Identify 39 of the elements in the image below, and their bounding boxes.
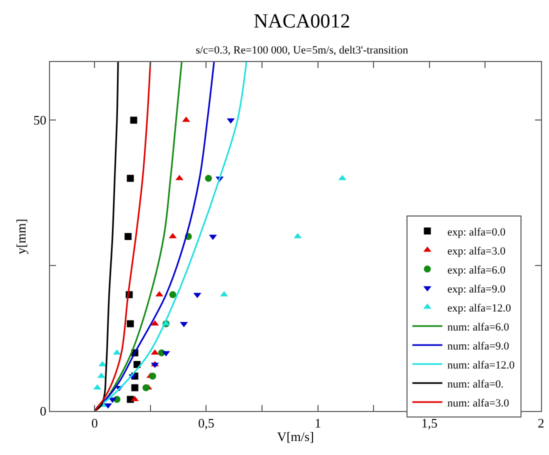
point bbox=[112, 349, 121, 355]
line-series bbox=[94, 62, 215, 411]
point bbox=[193, 292, 202, 298]
x-tick-label: 2 bbox=[538, 416, 544, 431]
legend-label: exp: alfa=9.0 bbox=[447, 283, 506, 296]
x-tick-label: 1 bbox=[314, 416, 322, 431]
chart-subtitle: s/c=0.3, Re=100 000, Ue=5m/s, delt3'-transition bbox=[196, 44, 409, 56]
x-tick-label: 1,5 bbox=[421, 416, 438, 431]
x-axis-title: V[m/s] bbox=[277, 429, 314, 444]
point bbox=[150, 349, 159, 355]
legend-label: num: alfa=9.0 bbox=[447, 340, 510, 352]
point bbox=[124, 233, 132, 240]
y-tick-label: 50 bbox=[33, 112, 46, 128]
point bbox=[169, 291, 176, 298]
point bbox=[130, 116, 138, 124]
legend-label: num: alfa=12.0 bbox=[447, 359, 516, 372]
point bbox=[126, 174, 134, 182]
point bbox=[131, 384, 138, 392]
line-series bbox=[94, 62, 119, 411]
legend-label: num: alfa=3.0 bbox=[447, 397, 510, 410]
legend-label: num: alfa=6.0 bbox=[447, 321, 510, 334]
legend-label: exp: alfa=3.0 bbox=[447, 245, 506, 258]
legend-label: num: alfa=0. bbox=[447, 378, 504, 390]
point bbox=[130, 396, 139, 402]
line-series bbox=[94, 62, 152, 411]
x-tick-label: 0 bbox=[91, 416, 98, 431]
point bbox=[149, 372, 156, 380]
chart-title: NACA0012 bbox=[254, 10, 350, 32]
point bbox=[226, 118, 235, 124]
point bbox=[338, 174, 346, 180]
legend-label: exp: alfa=0.0 bbox=[447, 226, 506, 238]
x-tick-label: 0,5 bbox=[198, 416, 214, 431]
point bbox=[204, 174, 212, 182]
point bbox=[175, 174, 184, 180]
legend-label: exp: alfa=12.0 bbox=[447, 302, 512, 314]
point bbox=[126, 320, 134, 328]
y-axis-title: y[mm] bbox=[13, 218, 28, 254]
point bbox=[142, 384, 150, 392]
legend-label: exp: alfa=6.0 bbox=[447, 264, 506, 276]
